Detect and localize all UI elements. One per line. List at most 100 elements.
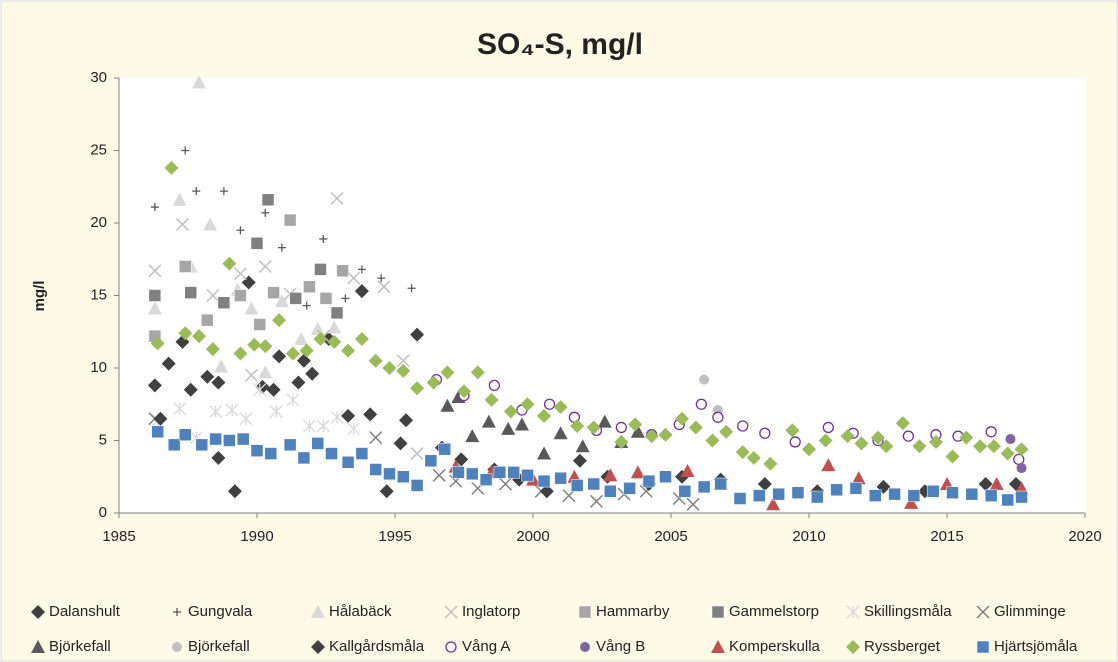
point xyxy=(274,294,289,308)
point xyxy=(597,414,612,428)
point xyxy=(945,449,960,464)
point xyxy=(363,407,378,422)
point xyxy=(615,421,627,434)
point xyxy=(167,438,181,452)
point xyxy=(172,192,187,206)
point xyxy=(305,366,320,381)
x-tick-label: 1985 xyxy=(102,528,135,545)
point xyxy=(481,414,496,428)
point xyxy=(1001,493,1014,507)
point xyxy=(178,260,192,273)
point xyxy=(802,442,816,457)
point xyxy=(630,465,645,479)
legend-label: Björkefall xyxy=(49,638,111,655)
point xyxy=(759,427,771,439)
point xyxy=(377,280,391,294)
series xyxy=(148,213,349,343)
point xyxy=(432,468,446,482)
point xyxy=(501,421,516,435)
point xyxy=(261,193,275,207)
point xyxy=(164,160,179,175)
point xyxy=(222,256,237,271)
legend-marker xyxy=(846,605,860,619)
legend-label: Vång B xyxy=(596,638,645,655)
point xyxy=(354,284,369,299)
legend-label: Inglatorp xyxy=(462,603,520,620)
point xyxy=(148,264,162,278)
point xyxy=(822,421,834,434)
point xyxy=(195,438,209,452)
point xyxy=(283,438,297,452)
point xyxy=(209,432,222,446)
legend-label: Skillingsmåla xyxy=(864,603,952,620)
point xyxy=(697,480,711,494)
point xyxy=(410,447,424,461)
point xyxy=(746,450,761,465)
point xyxy=(630,424,645,438)
point xyxy=(283,213,297,227)
point xyxy=(161,356,176,371)
legend-marker xyxy=(578,605,592,619)
point xyxy=(327,334,342,349)
point xyxy=(1016,463,1027,474)
point xyxy=(410,381,425,396)
point xyxy=(258,339,273,354)
point xyxy=(753,489,766,502)
point xyxy=(277,243,286,252)
series xyxy=(150,160,1029,471)
y-tick-label: 30 xyxy=(90,69,107,86)
legend-marker xyxy=(976,640,990,654)
point xyxy=(173,402,187,416)
legend-label: Hammarby xyxy=(596,603,670,620)
point xyxy=(319,292,333,305)
series xyxy=(151,383,361,445)
point xyxy=(440,398,455,412)
point xyxy=(1005,434,1016,445)
point xyxy=(233,346,248,361)
x-tick-label: 1995 xyxy=(378,528,411,545)
point xyxy=(258,259,272,274)
point xyxy=(382,361,397,375)
point xyxy=(399,413,414,428)
point xyxy=(369,431,383,445)
point xyxy=(1015,490,1028,504)
point xyxy=(205,342,220,357)
point xyxy=(763,456,778,471)
legend-label: Hålabäck xyxy=(329,603,392,620)
point xyxy=(302,419,316,433)
point xyxy=(236,226,245,235)
point xyxy=(383,467,396,481)
legend-label: Komperskulla xyxy=(729,638,821,655)
point xyxy=(452,466,465,479)
point xyxy=(705,433,720,448)
point xyxy=(377,274,386,283)
point xyxy=(341,294,350,303)
point xyxy=(150,203,159,212)
point xyxy=(184,286,198,299)
point xyxy=(912,439,927,454)
point xyxy=(330,410,344,424)
legend-label: Hjärtsjömåla xyxy=(994,638,1078,655)
legend-label: Ryssberget xyxy=(864,638,941,655)
point xyxy=(286,393,300,407)
point xyxy=(397,470,410,483)
point xyxy=(849,482,863,495)
legend-marker xyxy=(711,640,725,653)
point xyxy=(854,436,869,451)
legend-label: Gammelstorp xyxy=(729,603,819,620)
point xyxy=(539,484,554,499)
point xyxy=(327,320,342,334)
point xyxy=(253,318,267,331)
point xyxy=(247,337,262,352)
point xyxy=(250,237,264,250)
point xyxy=(688,420,703,435)
legend-marker xyxy=(311,605,325,618)
point xyxy=(457,384,471,399)
point xyxy=(712,411,724,423)
point xyxy=(440,365,455,380)
legend-marker xyxy=(580,642,590,652)
point xyxy=(192,329,207,344)
point xyxy=(233,267,247,281)
point xyxy=(148,289,162,302)
